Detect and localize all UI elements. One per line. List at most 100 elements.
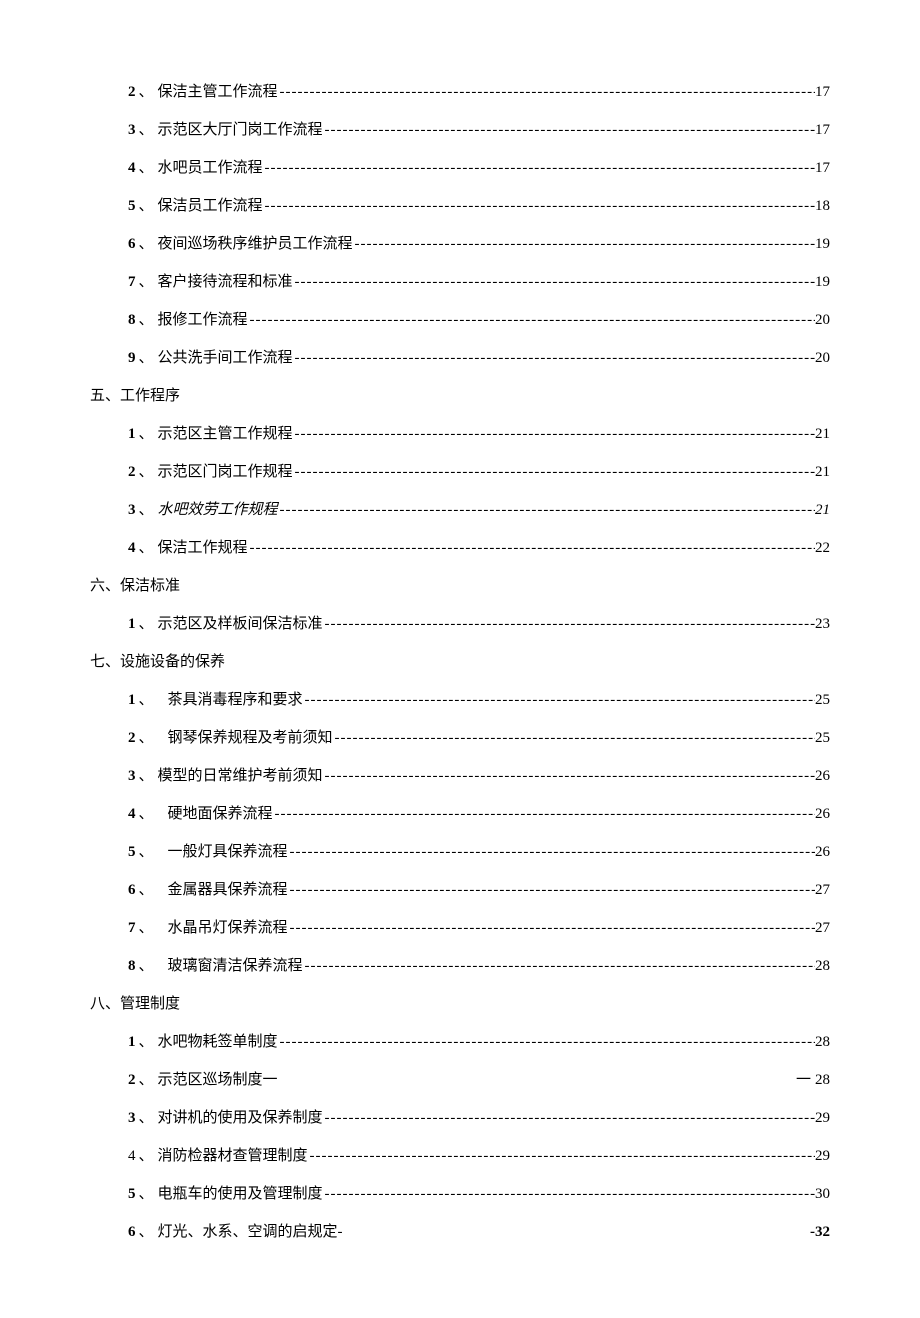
toc-item-separator: 、 [139,270,154,294]
toc-item: 2、示范区门岗工作规程 ----------------------------… [90,460,830,484]
toc-leader: ----------------------------------------… [323,612,815,636]
toc-item-label: 保洁员工作流程 [158,194,263,218]
toc-leader: ----------------------------------------… [288,878,815,902]
toc-item-page: 25 [815,688,830,712]
toc-item: 4、硬地面保养流程 ------------------------------… [90,802,830,826]
toc-item-label: 对讲机的使用及保养制度 [158,1106,323,1130]
toc-leader: ----------------------------------------… [323,118,815,142]
toc-leader: ----------------------------------------… [308,1144,815,1168]
toc-item: 3、示范区大厅门岗工作流程 --------------------------… [90,118,830,142]
toc-leader: ----------------------------------------… [303,688,815,712]
toc-item: 2、保洁主管工作流程------------------------------… [90,80,830,104]
toc-item-number: 3 [128,498,136,522]
toc-item-separator: 、 [139,1144,154,1168]
toc-leader: ----------------------------------------… [278,1030,815,1054]
toc-item: 3、对讲机的使用及保养制度---------------------------… [90,1106,830,1130]
toc-leader: ----------------------------------------… [303,954,815,978]
toc-item-page: -32 [810,1220,830,1244]
toc-item-separator: 、 [139,118,154,142]
toc-item: 4、保洁工作规程--------------------------------… [90,536,830,560]
toc-leader: ----------------------------------------… [263,156,815,180]
toc-item-number: 7 [128,270,136,294]
toc-item-page: 28 [815,1030,830,1054]
toc-leader: ----------------------------------------… [278,498,815,522]
toc-item: 1、水吧物耗签单制度------------------------------… [90,1030,830,1054]
toc-item-label: 保洁工作规程 [158,536,248,560]
toc-item-number: 4 [128,156,136,180]
toc-leader: ----------------------------------------… [333,726,815,750]
toc-item: 7、客户接待流程和标准-----------------------------… [90,270,830,294]
toc-item-number: 3 [128,1106,136,1130]
toc-item-label: 水吧物耗签单制度 [158,1030,278,1054]
toc-item-separator: 、 [139,764,154,788]
toc-item-number: 6 [128,232,136,256]
toc-leader: ----------------------------------------… [293,422,815,446]
toc-item-page: 20 [815,308,830,332]
toc-item-number: 8 [128,308,136,332]
toc-leader: ----------------------------------------… [293,460,815,484]
toc-item-label: 茶具消毒程序和要求 [168,688,303,712]
toc-item-number: 1 [128,1030,136,1054]
toc-item-separator: 、 [139,1068,154,1092]
toc-item-number: 1 [128,422,136,446]
toc-item-number: 2 [128,460,136,484]
toc-item: 7、水晶吊灯保养流程 -----------------------------… [90,916,830,940]
toc-item-page: 27 [815,878,830,902]
toc-leader: ----------------------------------------… [293,270,815,294]
toc-section-header: 五、工作程序 [90,384,830,408]
toc-item: 4、消防检器材查管理制度----------------------------… [90,1144,830,1168]
toc-item-label: 电瓶车的使用及管理制度 [158,1182,323,1206]
toc-item-separator: 、 [139,422,154,446]
toc-item-label: 示范区门岗工作规程 [158,460,293,484]
toc-item: 1、示范区主管工作规程-----------------------------… [90,422,830,446]
toc-item-number: 3 [128,118,136,142]
toc-item-label: 金属器具保养流程 [168,878,288,902]
toc-item-page: 17 [815,156,830,180]
toc-item: 9、公共洗手间工作流程-----------------------------… [90,346,830,370]
toc-item-separator: 、 [139,536,154,560]
toc-item-number: 5 [128,194,136,218]
toc-item-label: 示范区主管工作规程 [158,422,293,446]
toc-leader: ----------------------------------------… [323,764,815,788]
toc-item-label: 水吧员工作流程 [158,156,263,180]
toc-item: 4、水吧员工作流程-------------------------------… [90,156,830,180]
toc-item-page: 23 [815,612,830,636]
toc-item-page: 19 [815,232,830,256]
toc-item-number: 2 [128,80,136,104]
toc-item-number: 5 [128,1182,136,1206]
toc-item-label: 公共洗手间工作流程 [158,346,293,370]
toc-leader: ----------------------------------------… [353,232,815,256]
toc-item-separator: 、 [139,1182,154,1206]
toc-item-number: 4 [128,536,136,560]
toc-item-label: 示范区大厅门岗工作流程 [158,118,323,142]
toc-item-page: 21 [815,422,830,446]
toc-item: 6、灯光、水系、空调的启规定--32 [90,1220,830,1244]
toc-item: 8、玻璃窗清洁保养流程 ----------------------------… [90,954,830,978]
toc-item-separator: 、 [139,726,154,750]
toc-item-label: 硬地面保养流程 [168,802,273,826]
toc-item-page: 一28 [796,1068,830,1092]
toc-item: 3、模型的日常维护考前须知---------------------------… [90,764,830,788]
toc-item-separator: 、 [139,308,154,332]
toc-item-label: 消防检器材查管理制度 [158,1144,308,1168]
toc-item-separator: 、 [139,1220,154,1244]
toc-item-separator: 、 [139,460,154,484]
toc-item-label: 一般灯具保养流程 [168,840,288,864]
toc-item-number: 9 [128,346,136,370]
toc-item: 8、报修工作流程--------------------------------… [90,308,830,332]
toc-item-page: 26 [815,802,830,826]
toc-leader: ----------------------------------------… [323,1182,815,1206]
toc-leader: ----------------------------------------… [273,802,815,826]
toc-item-separator: 、 [139,840,154,864]
toc-item-page: 21 [815,498,830,522]
toc-item-page: 21 [815,460,830,484]
toc-section-header: 八、管理制度 [90,992,830,1016]
toc-item-label: 模型的日常维护考前须知 [158,764,323,788]
toc-item-label: 夜间巡场秩序维护员工作流程 [158,232,353,256]
toc-item-number: 2 [128,726,136,750]
toc-item: 2、示范区巡场制度一一28 [90,1068,830,1092]
toc-item-page: 29 [815,1144,830,1168]
toc-leader: ----------------------------------------… [248,536,815,560]
toc-item-label: 报修工作流程 [158,308,248,332]
toc-item-separator: 、 [139,1106,154,1130]
